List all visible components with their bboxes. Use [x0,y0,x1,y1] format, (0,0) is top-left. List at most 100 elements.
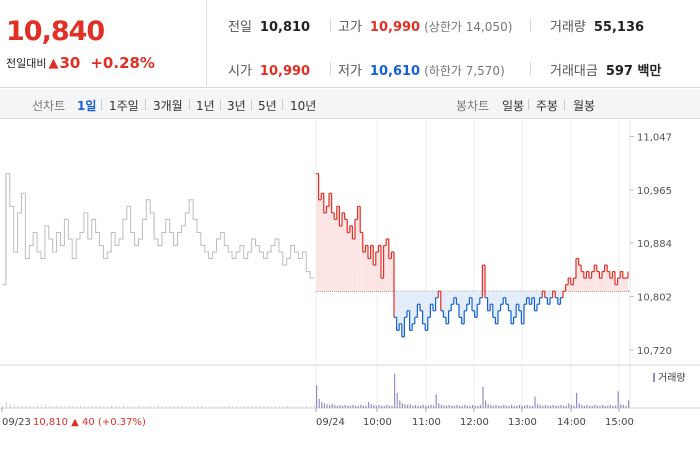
volume-bar [461,405,463,408]
up-area [581,271,584,292]
tab-1day[interactable]: 1일 [77,99,97,113]
tab-weekly-candle[interactable]: 주봉 [536,99,559,113]
tab-3year[interactable]: 3년 [227,99,246,113]
change-percent: +0.28% [90,54,155,72]
stat-value: 10,990 [259,64,311,79]
up-area [370,245,374,292]
tab-1week[interactable]: 1주일 [109,99,139,113]
volume-bar [565,405,567,408]
up-area [386,238,389,292]
volume-bar [216,406,218,408]
prev-day-summary: 10,810 ▲ 40 (+0.37%) [33,417,146,428]
up-area [316,173,319,292]
volume-bar [331,404,333,408]
down-area [409,291,413,331]
down-area [469,291,472,298]
volume-bar [433,405,435,408]
divider [330,18,331,32]
volume-bar [451,405,453,408]
volume-bar [446,405,448,408]
up-area [339,225,342,292]
down-area [498,291,501,311]
down-area [477,291,480,305]
down-area [560,291,563,298]
volume-bar [220,406,222,408]
tab-5year[interactable]: 5년 [258,99,277,113]
volume-bar [9,404,11,408]
down-area [394,291,397,318]
up-area [373,265,376,292]
up-area [482,265,485,292]
volume-bar [417,405,419,408]
down-area [490,291,493,305]
volume-bar [310,406,312,408]
stat-trade-value: 거래대금 597 백만 [550,60,661,79]
down-area [443,291,446,318]
volume-bar [589,405,591,408]
volume-bar [399,400,401,408]
volume-bar [321,401,323,408]
up-area [381,278,384,292]
up-area [625,278,628,292]
tab-1year[interactable]: 1년 [196,99,215,113]
volume-bar [583,405,585,408]
down-area [557,291,561,305]
down-area [529,291,532,305]
volume-bar [68,405,70,408]
stat-label: 전일 [228,20,252,35]
divider [530,18,531,32]
down-area [524,291,527,305]
volume-bar [521,405,523,408]
up-area [326,206,329,292]
volume-bar [453,405,455,408]
volume-bar [466,405,468,408]
down-area [521,291,524,324]
volume-bar [87,406,89,408]
up-area [360,232,363,292]
volume-bar [368,401,370,408]
volume-bar [21,406,23,408]
down-area [422,291,426,324]
tab-daily-candle[interactable]: 일봉 [502,99,525,113]
up-area [318,199,322,292]
volume-bar [482,386,484,408]
volume-bar [5,401,7,408]
price-chart[interactable]: 11,047 10,965 10,884 10,802 10,720 거래량 09/23 10… [0,120,700,450]
volume-bar [352,404,354,408]
up-area [375,252,379,292]
down-area [485,291,488,298]
up-area [331,212,335,292]
divider [251,99,252,110]
volume-bar [294,406,296,408]
volume-bar [60,406,62,408]
volume-bar [430,404,432,408]
down-area [427,291,431,318]
stat-label: 시가 [228,64,252,79]
volume-bar [200,405,202,408]
divider [220,99,221,110]
volume-bar [306,405,308,408]
volume-bar [555,405,557,408]
volume-bar [25,405,27,408]
down-area [404,291,407,318]
volume-bar [576,392,578,408]
volume-bar [435,394,437,408]
up-area [602,271,605,292]
down-area [513,291,517,318]
volume-bar [409,404,411,408]
volume-bar [126,406,128,408]
down-area [440,291,444,311]
down-area [401,291,405,337]
down-area [508,291,511,311]
tab-3month[interactable]: 3개월 [153,99,183,113]
volume-bar [570,404,572,408]
x-tick-label: 09/24 [316,417,345,428]
up-area [349,225,353,292]
volume-bar [550,405,552,408]
stat-value: 55,136 [593,20,645,35]
volume-bar [347,405,349,408]
volume-bar [609,404,611,408]
tab-monthly-candle[interactable]: 월봉 [573,99,596,113]
tab-10year[interactable]: 10년 [290,99,317,113]
volume-bar [169,406,171,408]
